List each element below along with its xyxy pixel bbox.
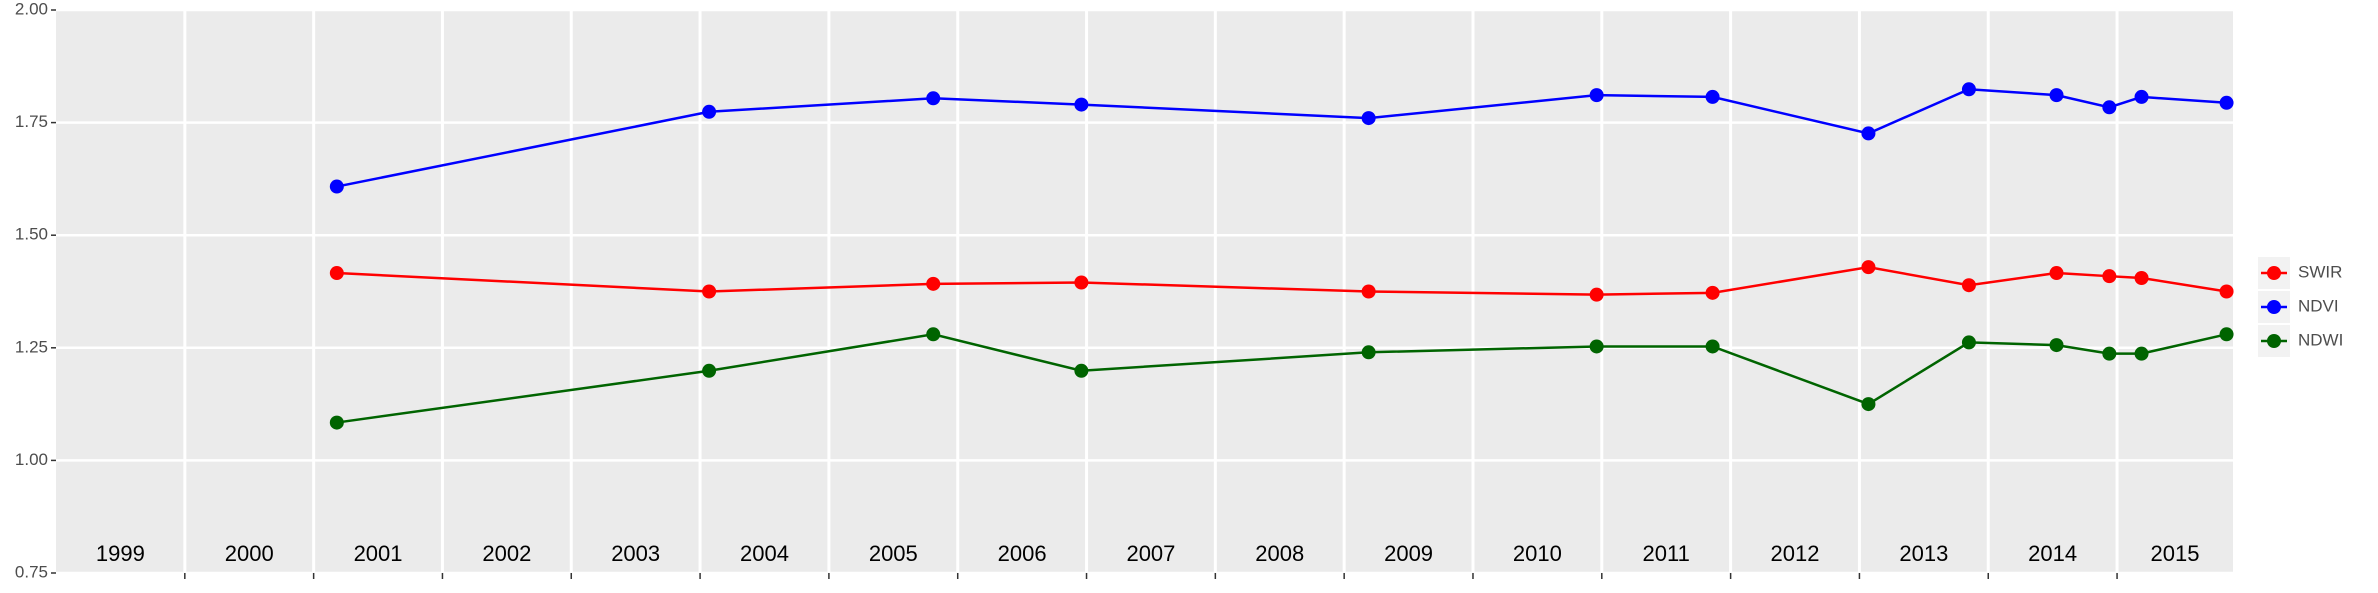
point [1705,89,1720,104]
point [702,363,717,378]
point [1589,339,1604,354]
panel [56,10,2233,573]
point [2219,284,2234,299]
year-label: 2004 [740,541,789,566]
year-label: 2013 [1899,541,1948,566]
y-tick-label: 1.00 [15,450,48,469]
point [926,276,941,291]
point [2049,88,2064,103]
point [2049,266,2064,281]
point [2134,270,2149,285]
legend-point [2267,266,2281,280]
y-tick-label: 2.00 [15,0,48,18]
point [1589,88,1604,103]
year-label: 2000 [225,541,274,566]
point [329,415,344,430]
point [1074,275,1089,290]
y-tick-label: 1.75 [15,112,48,131]
point [1361,111,1376,126]
legend-label: NDWI [2298,330,2343,349]
y-tick-label: 0.75 [15,562,48,581]
point [1961,82,1976,97]
year-label: 2009 [1384,541,1433,566]
point [926,327,941,342]
point [1961,335,1976,350]
year-label: 2010 [1513,541,1562,566]
legend-point [2267,300,2281,314]
point [329,179,344,194]
point [1861,126,1876,141]
point [1961,278,1976,293]
legend-label: SWIR [2298,262,2342,281]
year-label: 2015 [2151,541,2200,566]
point [1074,97,1089,112]
point [1705,339,1720,354]
point [1589,287,1604,302]
legend-point [2267,334,2281,348]
y-tick-label: 1.50 [15,225,48,244]
point [1361,345,1376,360]
point [1705,285,1720,300]
legend-label: NDVI [2298,296,2339,315]
point [2049,338,2064,353]
point [2134,89,2149,104]
year-label: 1999 [96,541,145,566]
year-label: 2006 [998,541,1047,566]
year-label: 2012 [1771,541,1820,566]
year-label: 2011 [1643,541,1690,566]
point [1861,260,1876,275]
point [1074,363,1089,378]
point [2102,346,2117,361]
point [2219,95,2234,110]
point [329,266,344,281]
y-tick-label: 1.25 [15,337,48,356]
point [2219,327,2234,342]
year-label: 2002 [482,541,531,566]
point [2134,346,2149,361]
year-label: 2008 [1255,541,1304,566]
point [926,91,941,106]
year-label: 2001 [354,541,403,566]
point [1361,284,1376,299]
point [702,104,717,119]
year-label: 2003 [611,541,660,566]
point [2102,100,2117,115]
year-label: 2014 [2028,541,2077,566]
year-label: 2005 [869,541,918,566]
point [2102,269,2117,284]
point [702,284,717,299]
point [1861,397,1876,412]
year-label: 2007 [1126,541,1175,566]
